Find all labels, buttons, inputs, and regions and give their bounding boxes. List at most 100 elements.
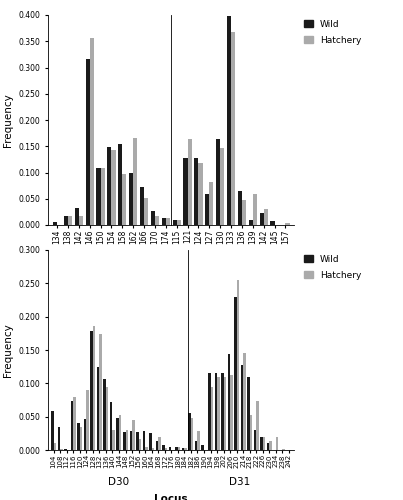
Bar <box>86 390 89 450</box>
Bar <box>228 354 230 450</box>
Bar <box>175 448 178 450</box>
Bar <box>132 420 135 450</box>
Bar <box>71 402 73 450</box>
Text: D30: D30 <box>108 477 129 487</box>
Bar <box>106 386 108 450</box>
Bar <box>123 174 127 225</box>
Bar <box>51 410 54 450</box>
Bar <box>85 58 90 225</box>
Bar <box>256 400 259 450</box>
Bar <box>90 38 94 225</box>
Bar <box>189 414 191 450</box>
Bar <box>54 444 56 450</box>
Bar <box>104 380 106 450</box>
Bar <box>112 150 116 225</box>
Text: D31: D31 <box>229 477 251 487</box>
Bar <box>68 216 72 225</box>
Bar <box>125 430 128 450</box>
Bar <box>107 148 112 225</box>
Bar <box>242 200 246 225</box>
Bar <box>230 374 233 450</box>
Bar <box>208 374 210 450</box>
Bar <box>237 280 239 450</box>
Bar <box>165 448 167 450</box>
Text: B20: B20 <box>221 254 241 264</box>
Bar <box>221 374 224 450</box>
Bar <box>187 140 192 225</box>
Bar <box>77 424 80 450</box>
Bar <box>96 168 101 225</box>
Bar <box>195 442 197 450</box>
Bar <box>269 442 272 450</box>
Bar <box>210 386 213 450</box>
Bar <box>158 436 161 450</box>
Bar <box>169 446 171 450</box>
Bar <box>172 220 177 225</box>
Bar <box>64 448 66 450</box>
Bar <box>101 168 105 225</box>
Bar <box>254 430 256 450</box>
Bar <box>112 430 115 450</box>
Bar <box>267 444 269 450</box>
Bar <box>53 222 57 225</box>
Bar <box>217 378 220 450</box>
Bar <box>64 216 68 225</box>
Bar <box>93 326 95 450</box>
Bar <box>152 448 154 450</box>
Bar <box>209 182 214 225</box>
Bar <box>224 378 226 450</box>
Bar <box>183 158 187 225</box>
Bar <box>216 140 220 225</box>
Bar <box>247 376 250 450</box>
Bar <box>80 426 82 450</box>
Bar <box>155 216 159 225</box>
Bar <box>178 448 180 450</box>
Bar <box>231 32 235 225</box>
Bar <box>241 364 243 450</box>
Bar <box>116 418 119 450</box>
Bar <box>220 148 224 225</box>
Bar <box>260 214 264 225</box>
Bar <box>139 440 141 450</box>
Bar <box>119 414 121 450</box>
Bar <box>151 211 155 225</box>
Bar <box>177 220 181 225</box>
Bar <box>73 396 76 450</box>
Bar <box>100 334 102 450</box>
Bar <box>110 402 112 450</box>
Bar <box>197 432 200 450</box>
Y-axis label: Frequency: Frequency <box>3 323 13 377</box>
Bar <box>243 354 246 450</box>
Bar <box>250 414 252 450</box>
Bar <box>263 436 265 450</box>
Bar <box>118 144 123 225</box>
Bar <box>184 448 187 450</box>
Legend: Wild, Hatchery: Wild, Hatchery <box>303 20 361 44</box>
Bar <box>79 216 83 225</box>
Bar <box>133 138 137 225</box>
Bar <box>182 448 184 450</box>
Text: Locus: Locus <box>154 494 188 500</box>
Bar <box>270 221 274 225</box>
Bar <box>97 368 100 450</box>
Bar <box>129 172 133 225</box>
Bar <box>145 446 147 450</box>
Bar <box>162 444 165 450</box>
Bar <box>285 223 290 225</box>
Bar <box>253 194 257 225</box>
Bar <box>84 418 86 450</box>
Bar <box>194 158 198 225</box>
Bar <box>283 448 285 450</box>
Bar <box>162 218 166 225</box>
Legend: Wild, Hatchery: Wild, Hatchery <box>303 254 361 280</box>
Y-axis label: Frequency: Frequency <box>3 93 13 147</box>
Bar <box>123 432 125 450</box>
Bar <box>191 418 193 450</box>
Text: D429: D429 <box>98 254 125 264</box>
Bar <box>136 432 139 450</box>
Bar <box>227 16 231 225</box>
Bar <box>214 372 217 450</box>
Text: Locus: Locus <box>154 271 188 281</box>
Bar <box>166 218 170 225</box>
Bar <box>205 194 209 225</box>
